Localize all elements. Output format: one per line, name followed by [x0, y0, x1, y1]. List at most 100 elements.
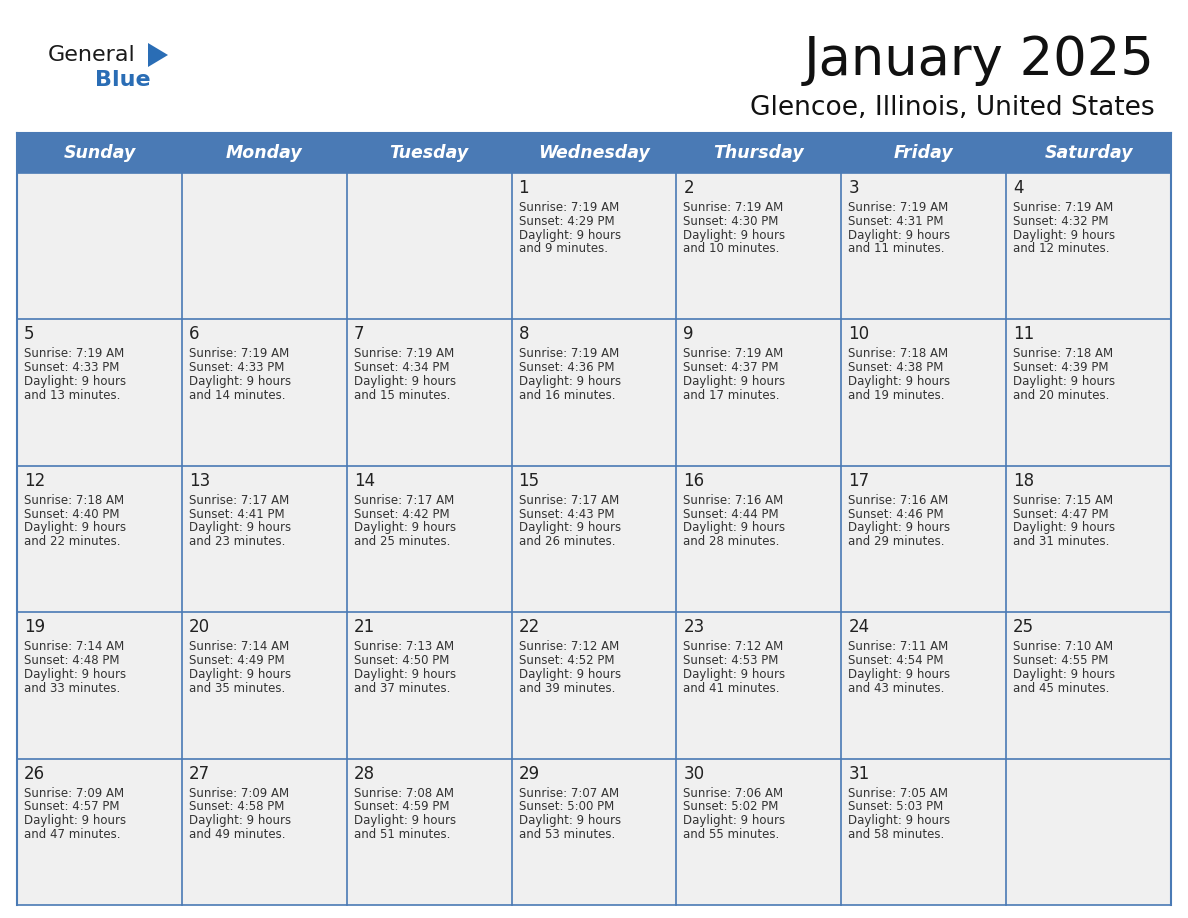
- Text: Sunset: 4:55 PM: Sunset: 4:55 PM: [1013, 654, 1108, 667]
- Text: Sunrise: 7:07 AM: Sunrise: 7:07 AM: [519, 787, 619, 800]
- Text: Sunrise: 7:17 AM: Sunrise: 7:17 AM: [189, 494, 289, 507]
- Text: Sunset: 4:43 PM: Sunset: 4:43 PM: [519, 508, 614, 521]
- Text: Sunrise: 7:16 AM: Sunrise: 7:16 AM: [848, 494, 948, 507]
- Text: and 26 minutes.: and 26 minutes.: [519, 535, 615, 548]
- Bar: [347, 465, 512, 612]
- Text: and 31 minutes.: and 31 minutes.: [1013, 535, 1110, 548]
- Text: and 25 minutes.: and 25 minutes.: [354, 535, 450, 548]
- Bar: [347, 173, 512, 319]
- Text: 2: 2: [683, 179, 694, 197]
- Text: Sunset: 4:38 PM: Sunset: 4:38 PM: [848, 361, 943, 375]
- Text: Daylight: 9 hours: Daylight: 9 hours: [683, 521, 785, 534]
- Text: Sunrise: 7:15 AM: Sunrise: 7:15 AM: [1013, 494, 1113, 507]
- Text: and 14 minutes.: and 14 minutes.: [189, 389, 285, 402]
- Text: Daylight: 9 hours: Daylight: 9 hours: [354, 667, 456, 681]
- Text: Daylight: 9 hours: Daylight: 9 hours: [848, 667, 950, 681]
- Text: 23: 23: [683, 618, 704, 636]
- Text: Daylight: 9 hours: Daylight: 9 hours: [848, 229, 950, 241]
- Text: 3: 3: [848, 179, 859, 197]
- Text: Sunset: 4:58 PM: Sunset: 4:58 PM: [189, 800, 284, 813]
- Text: Daylight: 9 hours: Daylight: 9 hours: [1013, 521, 1116, 534]
- Text: Daylight: 9 hours: Daylight: 9 hours: [683, 814, 785, 827]
- Text: and 17 minutes.: and 17 minutes.: [683, 389, 781, 402]
- Bar: [676, 173, 841, 319]
- Text: Sunrise: 7:06 AM: Sunrise: 7:06 AM: [683, 787, 784, 800]
- Text: Sunset: 4:33 PM: Sunset: 4:33 PM: [24, 361, 119, 375]
- Text: 26: 26: [24, 765, 45, 783]
- Text: Sunrise: 7:08 AM: Sunrise: 7:08 AM: [354, 787, 454, 800]
- Bar: [182, 612, 347, 758]
- Text: Daylight: 9 hours: Daylight: 9 hours: [1013, 229, 1116, 241]
- Text: Tuesday: Tuesday: [390, 144, 469, 162]
- Text: and 55 minutes.: and 55 minutes.: [683, 828, 779, 841]
- Text: Sunset: 4:29 PM: Sunset: 4:29 PM: [519, 215, 614, 228]
- Text: Sunset: 4:59 PM: Sunset: 4:59 PM: [354, 800, 449, 813]
- Text: Sunset: 4:54 PM: Sunset: 4:54 PM: [848, 654, 943, 667]
- Text: Daylight: 9 hours: Daylight: 9 hours: [683, 375, 785, 388]
- Bar: [17, 173, 182, 319]
- Text: 5: 5: [24, 325, 34, 343]
- Text: General: General: [48, 45, 135, 65]
- Text: Sunrise: 7:14 AM: Sunrise: 7:14 AM: [24, 640, 125, 654]
- Text: Thursday: Thursday: [714, 144, 804, 162]
- Text: and 29 minutes.: and 29 minutes.: [848, 535, 944, 548]
- Text: Glencoe, Illinois, United States: Glencoe, Illinois, United States: [751, 95, 1155, 121]
- Bar: [841, 465, 1006, 612]
- Bar: [1006, 465, 1171, 612]
- Text: Sunset: 4:47 PM: Sunset: 4:47 PM: [1013, 508, 1108, 521]
- Text: Daylight: 9 hours: Daylight: 9 hours: [24, 667, 126, 681]
- Text: Sunrise: 7:18 AM: Sunrise: 7:18 AM: [24, 494, 124, 507]
- Text: and 51 minutes.: and 51 minutes.: [354, 828, 450, 841]
- Text: Sunrise: 7:19 AM: Sunrise: 7:19 AM: [24, 347, 125, 361]
- Text: Sunset: 4:53 PM: Sunset: 4:53 PM: [683, 654, 779, 667]
- Text: and 11 minutes.: and 11 minutes.: [848, 242, 944, 255]
- Text: 18: 18: [1013, 472, 1035, 490]
- Text: Daylight: 9 hours: Daylight: 9 hours: [24, 814, 126, 827]
- Text: Sunset: 4:36 PM: Sunset: 4:36 PM: [519, 361, 614, 375]
- Bar: [347, 319, 512, 465]
- Text: 24: 24: [848, 618, 870, 636]
- Bar: [182, 465, 347, 612]
- Text: Sunset: 4:46 PM: Sunset: 4:46 PM: [848, 508, 944, 521]
- Bar: [841, 612, 1006, 758]
- Text: Sunrise: 7:17 AM: Sunrise: 7:17 AM: [519, 494, 619, 507]
- Text: 25: 25: [1013, 618, 1035, 636]
- Text: Sunrise: 7:19 AM: Sunrise: 7:19 AM: [354, 347, 454, 361]
- Text: Sunrise: 7:19 AM: Sunrise: 7:19 AM: [683, 347, 784, 361]
- Text: Sunrise: 7:17 AM: Sunrise: 7:17 AM: [354, 494, 454, 507]
- Bar: [512, 173, 676, 319]
- Text: and 10 minutes.: and 10 minutes.: [683, 242, 779, 255]
- Text: Sunset: 4:48 PM: Sunset: 4:48 PM: [24, 654, 120, 667]
- Text: Daylight: 9 hours: Daylight: 9 hours: [1013, 667, 1116, 681]
- Text: and 41 minutes.: and 41 minutes.: [683, 681, 781, 695]
- Bar: [512, 319, 676, 465]
- Text: Wednesday: Wednesday: [538, 144, 650, 162]
- Text: Sunset: 4:34 PM: Sunset: 4:34 PM: [354, 361, 449, 375]
- Bar: [17, 133, 1171, 173]
- Text: Daylight: 9 hours: Daylight: 9 hours: [848, 375, 950, 388]
- Bar: [676, 319, 841, 465]
- Text: Daylight: 9 hours: Daylight: 9 hours: [519, 375, 620, 388]
- Text: 12: 12: [24, 472, 45, 490]
- Bar: [347, 758, 512, 905]
- Text: Sunset: 4:41 PM: Sunset: 4:41 PM: [189, 508, 284, 521]
- Bar: [676, 758, 841, 905]
- Text: Sunrise: 7:19 AM: Sunrise: 7:19 AM: [189, 347, 289, 361]
- Text: Sunset: 4:57 PM: Sunset: 4:57 PM: [24, 800, 120, 813]
- Bar: [17, 612, 182, 758]
- Bar: [512, 465, 676, 612]
- Text: Daylight: 9 hours: Daylight: 9 hours: [1013, 375, 1116, 388]
- Text: 16: 16: [683, 472, 704, 490]
- Text: Sunset: 4:42 PM: Sunset: 4:42 PM: [354, 508, 449, 521]
- Text: Daylight: 9 hours: Daylight: 9 hours: [519, 521, 620, 534]
- Text: and 28 minutes.: and 28 minutes.: [683, 535, 779, 548]
- Bar: [17, 758, 182, 905]
- Text: Sunrise: 7:10 AM: Sunrise: 7:10 AM: [1013, 640, 1113, 654]
- Text: 27: 27: [189, 765, 210, 783]
- Text: Sunset: 4:30 PM: Sunset: 4:30 PM: [683, 215, 779, 228]
- Text: 17: 17: [848, 472, 870, 490]
- Text: 22: 22: [519, 618, 539, 636]
- Text: and 22 minutes.: and 22 minutes.: [24, 535, 120, 548]
- Bar: [17, 319, 182, 465]
- Bar: [347, 612, 512, 758]
